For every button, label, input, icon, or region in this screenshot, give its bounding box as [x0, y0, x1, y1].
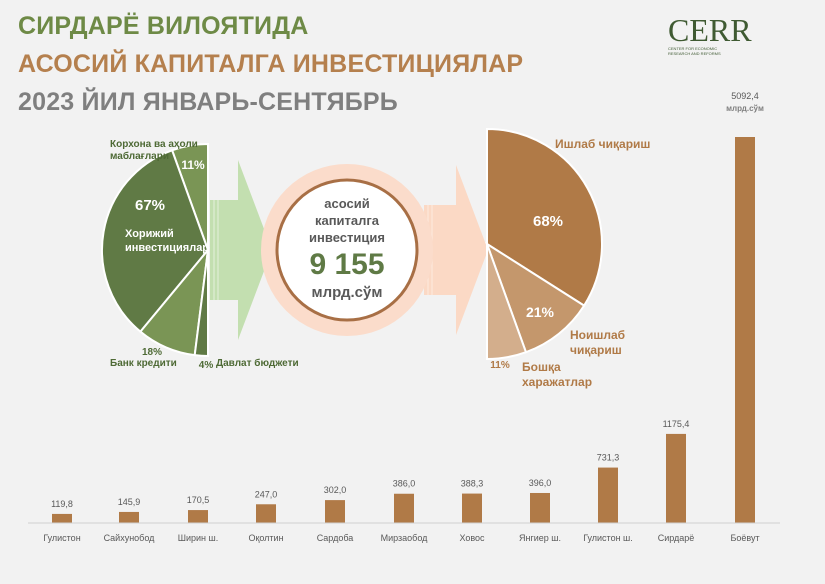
- bar: [666, 433, 686, 523]
- bar-value-label: 386,0: [393, 479, 416, 489]
- bar-value-label: 119,8: [51, 499, 73, 509]
- pie-percent-label: 11%: [181, 158, 205, 172]
- label-noishlab: Ноишлаб чиқариш: [570, 328, 626, 357]
- bar: [530, 492, 550, 523]
- bar: [394, 493, 414, 523]
- bar-category-label: Гулистон: [43, 533, 80, 543]
- center-circle: [275, 178, 419, 322]
- label-boshqa: Бошқа харажатлар: [522, 360, 593, 389]
- title-line3: 2023 ЙИЛ ЯНВАРЬ-СЕНТЯБРЬ: [18, 88, 398, 116]
- bar-value-label: 302,0: [324, 485, 347, 495]
- bar-category-label: Янгиер ш.: [519, 533, 561, 543]
- bar: [52, 513, 72, 523]
- bar-value-label: 1175,4: [663, 419, 690, 429]
- bar: [256, 504, 276, 523]
- bar-category-label: Сайхунобод: [104, 533, 156, 543]
- bar: [188, 510, 208, 523]
- green-arrow: [210, 160, 272, 340]
- bar: [462, 493, 482, 523]
- bar-value-label: 396,0: [529, 478, 552, 488]
- bar: [119, 511, 139, 523]
- bar: [598, 467, 618, 523]
- pie-slice: [193, 249, 209, 358]
- total-value: 9 155: [309, 248, 385, 281]
- bar-value-label: 145,9: [118, 497, 141, 507]
- label-bank: Банк кредити: [110, 358, 177, 369]
- pie-slice: [486, 243, 528, 361]
- bar-category-label: Сирдарё: [658, 533, 695, 543]
- title-line1: СИРДАРЁ ВИЛОЯТИДА: [18, 12, 309, 40]
- center-text: асосий капиталга инвестиция 9 155 млрд.с…: [277, 195, 417, 301]
- bar-value-label: 731,3: [597, 453, 620, 463]
- bar-value-label: 388,3: [461, 479, 484, 489]
- bar-category-label: Ширин ш.: [178, 533, 219, 543]
- bar-value-label: 247,0: [255, 489, 278, 499]
- bar-value-label: 5092,4: [731, 91, 759, 101]
- pie-percent-label: 11%: [490, 360, 510, 371]
- pie-percent-label: 68%: [533, 213, 563, 230]
- pie-slice: [101, 148, 210, 334]
- cerr-logo: CERR CENTER FOR ECONOMIC RESEARCH AND RE…: [668, 12, 752, 56]
- bar-category-label: Ховос: [459, 533, 485, 543]
- peach-arrow: [424, 165, 488, 335]
- bar-value-label: 170,5: [187, 495, 210, 505]
- label-xorijiy: Хорижий инвестициялар: [125, 228, 210, 254]
- pie-percent-label: 21%: [526, 304, 555, 320]
- bar-category-label: Оқолтин: [248, 533, 283, 543]
- label-davlat: Давлат бюджети: [216, 358, 299, 369]
- pie-percent-label: 67%: [135, 197, 165, 214]
- title-line2: АСОСИЙ КАПИТАЛГА ИНВЕСТИЦИЯЛАР: [18, 50, 524, 78]
- pie-slice: [485, 241, 586, 354]
- bar-category-label: Сардоба: [317, 533, 354, 543]
- bar-category-label: Мирзаобод: [381, 533, 429, 543]
- pie-percent-label: 18%: [142, 347, 162, 358]
- bar: [735, 137, 755, 523]
- label-korxona: Корхона ва аҳоли маблағлари: [110, 139, 198, 162]
- pie-percent-label: 4%: [199, 360, 214, 371]
- bar-category-label: Боёвут: [730, 533, 759, 543]
- label-ishlab: Ишлаб чиқариш: [555, 137, 651, 151]
- bar-unit: млрд.сўм: [726, 104, 764, 113]
- bar-category-label: Гулистон ш.: [583, 533, 633, 543]
- bar: [325, 500, 345, 523]
